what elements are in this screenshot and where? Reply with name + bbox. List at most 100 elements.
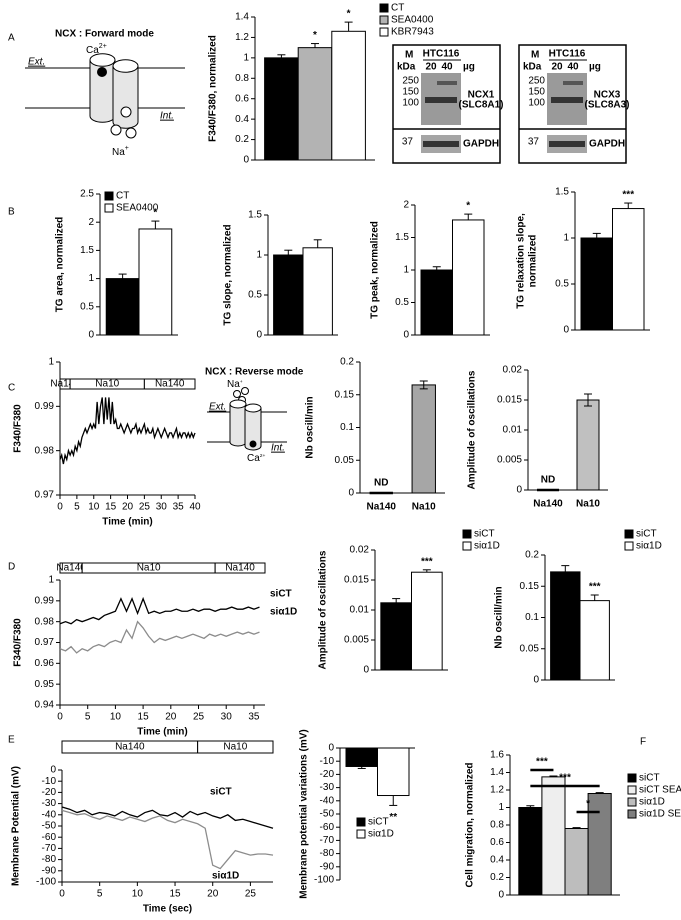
y-tick-label: 2 (403, 200, 409, 211)
ion (97, 67, 107, 77)
bar (302, 247, 333, 336)
legend-swatch (627, 773, 637, 783)
series-label: siCT (210, 787, 232, 798)
y-tick-label: 0.05 (520, 643, 540, 654)
x-tick-label: 20 (207, 889, 219, 900)
protocol-segment (143, 378, 196, 390)
y-tick-label: -50 (42, 821, 57, 832)
y-tick-label: 0.015 (344, 575, 369, 586)
trace (59, 620, 260, 654)
trace (59, 596, 260, 625)
protocol-label: Na140 (50, 379, 80, 390)
forward-diagram: NCX : Forward mode Ext. Int. Ca2+ Na+ (25, 29, 185, 158)
y-axis-label: Nb oscill/min (305, 396, 316, 458)
ladder-label: 150 (528, 87, 545, 98)
y-tick-label: 2.5 (80, 189, 94, 200)
legend-swatch (356, 817, 366, 827)
y-axis-label: Amplitude of oscillations (467, 370, 478, 489)
significance: * (347, 9, 351, 20)
bar (541, 776, 566, 896)
bar (380, 602, 412, 671)
legend-label: siα1D SEA (639, 809, 681, 820)
x-tick-label: 0 (57, 502, 63, 513)
x-tick-label: Na140 (533, 499, 563, 510)
ion-label: Ca2+ (247, 453, 266, 464)
y-tick-label: 0.15 (520, 581, 540, 592)
ion-label-sup: + (125, 145, 129, 152)
protocol-segment (197, 740, 274, 754)
lane-label: 20 (425, 62, 437, 73)
y-tick-label: 0 (516, 485, 522, 496)
x-tick-label: 20 (122, 502, 134, 513)
y-tick-label: 0 (498, 890, 504, 901)
significance: *** (589, 582, 601, 593)
legend-label: CT (391, 3, 404, 14)
y-tick-label: 0.97 (35, 637, 55, 648)
protocol-label: Na140 (225, 563, 255, 574)
legend-swatch (104, 191, 114, 201)
y-tick-label: 0.99 (35, 595, 55, 606)
panel-letter: E (8, 735, 15, 746)
ion (120, 106, 132, 118)
channel-body (112, 66, 139, 129)
bar (273, 254, 304, 336)
y-tick-label: 0.2 (525, 550, 539, 561)
ion-label-sup: + (240, 380, 243, 385)
y-tick-label: 0.6 (490, 837, 504, 848)
y-tick-label: 1.6 (490, 750, 504, 761)
y-axis-label: Cell migration, normalized (465, 762, 476, 887)
bracket-label: *** (559, 773, 571, 784)
x-tick-label: 10 (110, 712, 122, 723)
trace (61, 806, 274, 829)
legend-swatch (462, 529, 472, 539)
y-tick-label: 1.5 (555, 187, 569, 198)
blot-band (425, 97, 457, 103)
legend-label: SEA0400 (391, 15, 434, 26)
amount-unit: µg (463, 62, 475, 73)
ion (249, 440, 257, 448)
ion-label-base: Na (112, 147, 125, 158)
bar (612, 208, 645, 331)
x-axis-label: Time (min) (102, 517, 152, 528)
blot-header: HTC116 (423, 49, 460, 60)
panel-letter: A (8, 33, 15, 44)
significance: * (153, 208, 157, 219)
x-tick-label: 35 (173, 502, 185, 513)
panel-letter: D (8, 562, 15, 573)
target-label: (SLC8A1) (458, 100, 503, 111)
y-tick-label: 1 (403, 265, 409, 276)
legend-swatch (379, 3, 389, 13)
target-label: NCX3 (594, 90, 621, 101)
y-tick-label: -60 (320, 822, 335, 833)
significance: *** (622, 190, 634, 201)
ladder-label: 100 (528, 98, 545, 109)
series-label: siα1D (270, 607, 297, 618)
legend-label: siCT SEA (639, 785, 681, 796)
x-tick-label: 10 (132, 889, 144, 900)
lane-label: 40 (567, 62, 579, 73)
bar (411, 384, 436, 494)
x-tick-label: 30 (221, 712, 233, 723)
bar (579, 600, 610, 681)
ion-label: Ca2+ (86, 43, 107, 55)
ladder-label: 100 (402, 98, 419, 109)
y-tick-label: 0.98 (35, 445, 55, 456)
y-tick-label: 1 (48, 357, 54, 368)
y-tick-label: 0 (403, 330, 409, 341)
y-tick-label: 0.005 (344, 635, 369, 646)
legend-label: KBR7943 (391, 27, 434, 38)
ladder-label: 37 (528, 137, 540, 148)
ladder-label: 37 (402, 137, 414, 148)
y-tick-label: -100 (314, 875, 334, 886)
legend-label: siα1D (636, 541, 662, 552)
ion-label-sup: 2+ (260, 453, 266, 459)
bar (297, 47, 333, 161)
bar (452, 219, 485, 336)
y-tick-label: -100 (36, 877, 56, 888)
y-tick-label: -80 (320, 848, 335, 859)
channel-top (112, 59, 139, 73)
protocol-label: Na10 (223, 742, 247, 753)
legend-label: siα1D (368, 829, 394, 840)
blot-marker: M (405, 50, 413, 61)
